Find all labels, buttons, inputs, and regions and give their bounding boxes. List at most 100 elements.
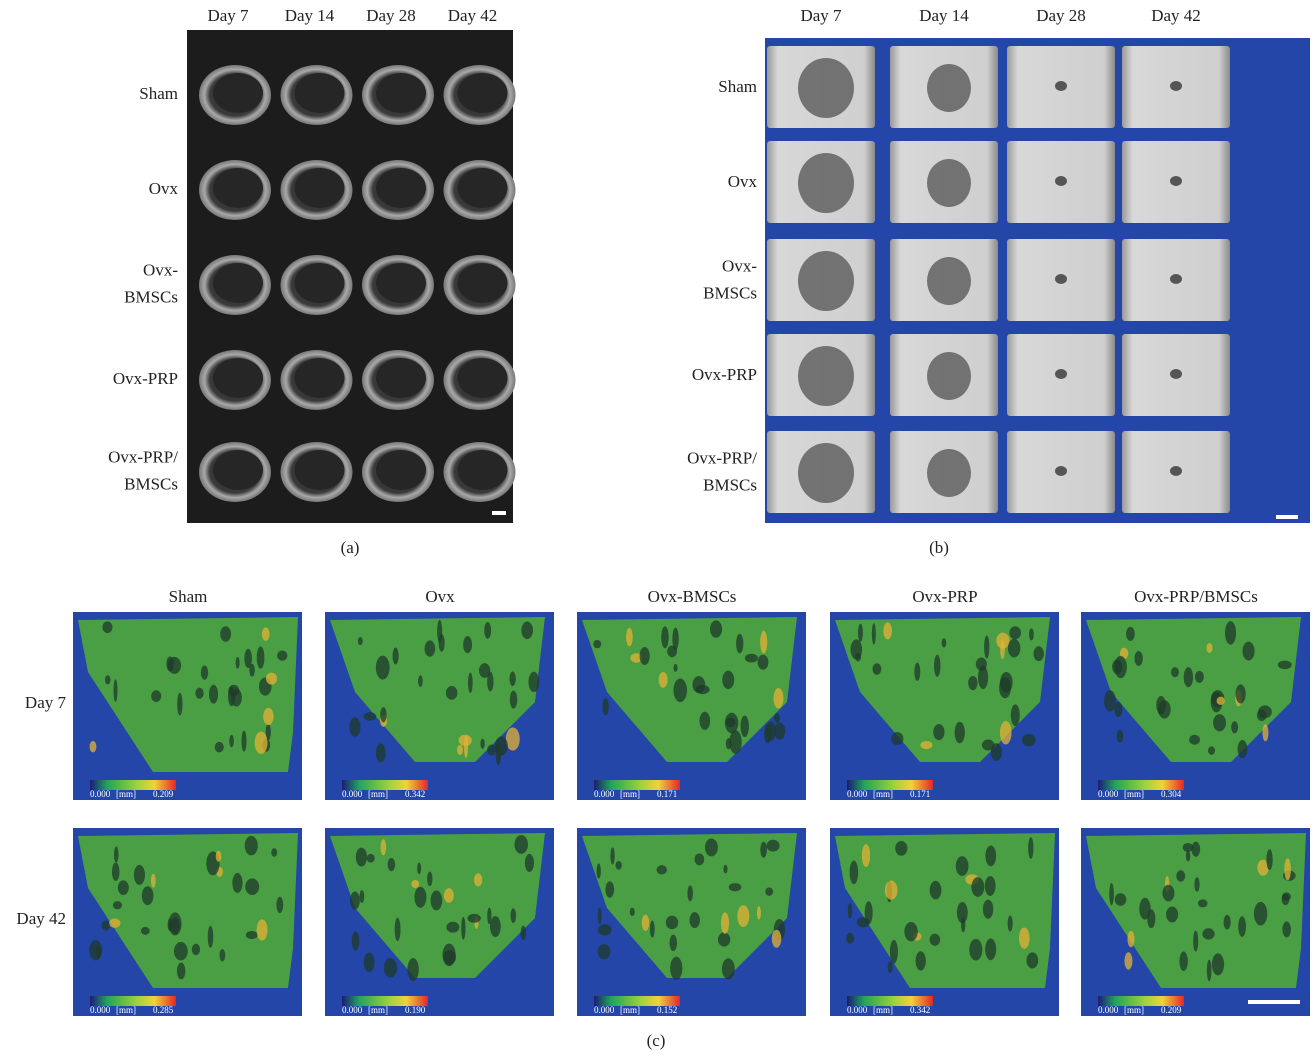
defect (798, 443, 854, 503)
pore (479, 663, 490, 678)
pore (134, 865, 145, 885)
pore (414, 887, 426, 908)
pore (934, 655, 941, 677)
pore (971, 877, 984, 897)
marrow (213, 358, 263, 398)
colorbar-max: 0.171 (910, 789, 930, 799)
pore (1117, 730, 1124, 743)
pore (933, 724, 944, 740)
defect (1055, 369, 1067, 379)
pore (1034, 646, 1044, 661)
marrow (295, 358, 345, 398)
pore (461, 917, 465, 940)
pore (249, 664, 255, 677)
pore (846, 933, 854, 944)
pore (1104, 690, 1116, 711)
pore (1109, 883, 1114, 905)
pore (376, 744, 386, 763)
pore (427, 872, 432, 886)
pore (593, 640, 601, 648)
pore (1028, 837, 1033, 859)
pore (968, 676, 977, 690)
pore (1000, 639, 1005, 659)
row-label: Sham (139, 84, 178, 103)
colorbar-min: 0.000 (1098, 789, 1119, 799)
defect (1055, 274, 1067, 284)
column-header: Day 14 (919, 6, 969, 25)
colorbar-max: 0.209 (153, 789, 174, 799)
pore (976, 658, 987, 671)
pore (667, 646, 677, 658)
pore (766, 840, 779, 852)
pore (215, 742, 224, 753)
pore (229, 735, 234, 747)
pore (1231, 721, 1238, 733)
pore (241, 731, 246, 752)
colorbar-unit: [mm] (1124, 789, 1144, 799)
colorbar-unit: [mm] (620, 789, 640, 799)
pore (705, 838, 718, 856)
pore (112, 863, 120, 881)
pore (1284, 858, 1291, 880)
marrow (213, 73, 263, 113)
column-header: Day 42 (1151, 6, 1201, 25)
pore (729, 883, 742, 891)
row-label: Ovx- (143, 260, 178, 279)
page: (a) (b) (c) Day 7Day 14Day 28Day 42ShamO… (0, 0, 1314, 1060)
pore (388, 858, 396, 871)
defect (798, 251, 854, 311)
pore (102, 921, 110, 931)
column-header: Day 7 (207, 6, 249, 25)
pore (1008, 639, 1020, 658)
pore (90, 741, 97, 752)
colorbar-unit: [mm] (368, 1005, 388, 1015)
colorbar-max: 0.190 (405, 1005, 426, 1015)
pore (109, 918, 120, 927)
pore (598, 908, 602, 924)
defect (927, 64, 971, 112)
pore (758, 655, 769, 670)
pore (446, 686, 458, 700)
marrow (376, 358, 426, 398)
pore (381, 839, 387, 855)
column-header: Ovx-PRP/BMSCs (1134, 587, 1258, 606)
pore (1192, 842, 1201, 857)
pore (467, 914, 480, 923)
pore (1019, 927, 1030, 948)
defect (798, 153, 854, 213)
column-header: Ovx-PRP (912, 587, 977, 606)
pore (380, 707, 386, 722)
pore (463, 636, 472, 653)
pore (602, 698, 608, 715)
pore (356, 848, 367, 867)
pore (1242, 642, 1254, 661)
pore (969, 939, 982, 961)
column-header: Day 28 (1036, 6, 1086, 25)
pore (510, 908, 516, 923)
pore (872, 623, 876, 644)
pore (1225, 621, 1236, 645)
colorbar-unit: [mm] (116, 789, 136, 799)
pore (1207, 960, 1212, 981)
pore (1171, 667, 1179, 677)
column-header: Ovx (425, 587, 455, 606)
defect (1170, 176, 1182, 186)
pore (1238, 916, 1246, 937)
pore (916, 951, 926, 970)
colorbar-min: 0.000 (90, 1005, 111, 1015)
row-label: Ovx-PRP/ (687, 448, 757, 467)
pore (1011, 704, 1020, 726)
defect (927, 257, 971, 305)
pore (105, 675, 111, 684)
pore (721, 912, 729, 934)
pore (1208, 746, 1215, 754)
colorbar-min: 0.000 (342, 789, 363, 799)
pore (891, 732, 903, 745)
scale-bar (492, 511, 506, 515)
figure: (a) (b) (c) Day 7Day 14Day 28Day 42ShamO… (0, 0, 1314, 1060)
pore (1147, 909, 1155, 928)
pore (883, 622, 892, 639)
pore (687, 885, 693, 901)
pore (1224, 915, 1231, 930)
pore (468, 673, 473, 693)
